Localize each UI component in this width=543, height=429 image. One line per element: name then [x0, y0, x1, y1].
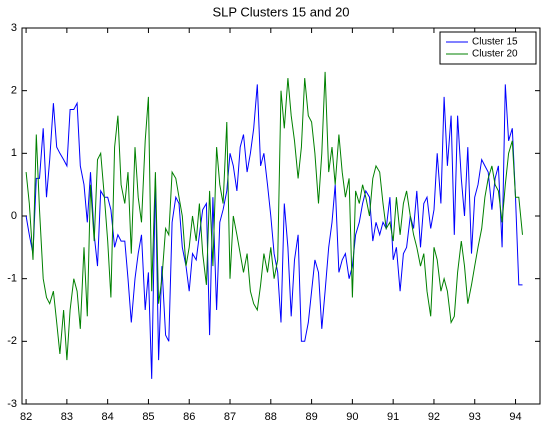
legend-label: Cluster 15	[472, 37, 518, 48]
y-tick-label: -2	[7, 335, 17, 347]
x-tick-label: 86	[183, 411, 195, 423]
legend-label: Cluster 20	[472, 49, 518, 60]
x-tick-label: 89	[305, 411, 317, 423]
y-tick-label: -3	[7, 398, 17, 410]
legend-box	[439, 31, 537, 65]
x-tick-label: 82	[20, 411, 32, 423]
y-tick-label: 2	[11, 85, 17, 97]
chart-title: SLP Clusters 15 and 20	[212, 4, 349, 19]
x-tick-label: 85	[142, 411, 154, 423]
x-tick-label: 92	[428, 411, 440, 423]
y-tick-label: 1	[11, 147, 17, 159]
x-tick-label: 84	[102, 411, 114, 423]
x-tick-label: 90	[346, 411, 358, 423]
x-tick-label: 93	[469, 411, 481, 423]
x-tick-label: 94	[509, 411, 521, 423]
x-tick-label: 83	[61, 411, 73, 423]
x-tick-label: 88	[265, 411, 277, 423]
y-tick-label: -1	[7, 273, 17, 285]
x-tick-label: 91	[387, 411, 399, 423]
y-tick-label: 3	[11, 22, 17, 34]
line-series	[25, 84, 523, 379]
y-tick-label: 0	[11, 210, 17, 222]
line-series	[25, 71, 523, 361]
x-tick-label: 87	[224, 411, 236, 423]
